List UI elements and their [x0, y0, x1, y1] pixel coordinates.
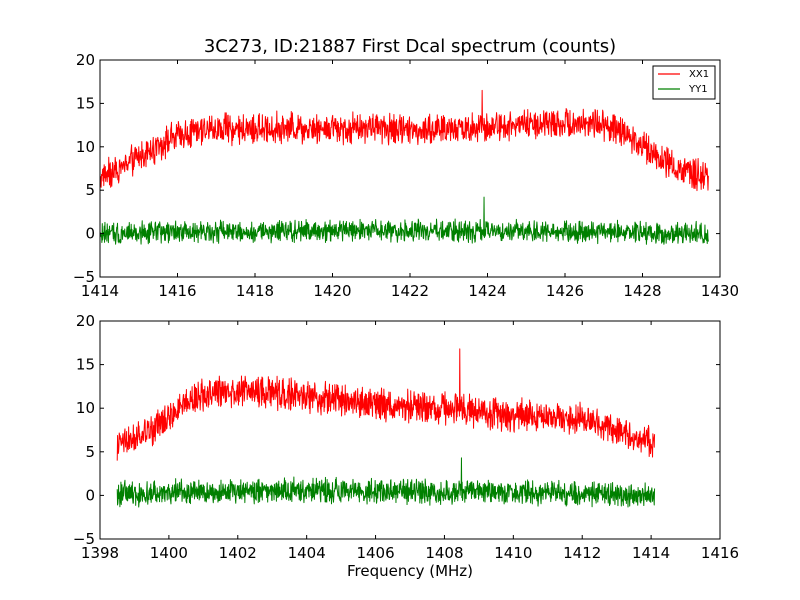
y-tick-label: 10 [76, 399, 95, 417]
x-axis-label: Frequency (MHz) [347, 562, 473, 580]
legend: XX1 YY1 [652, 65, 716, 100]
y-tick-label: 0 [85, 486, 95, 504]
chart-title: 3C273, ID:21887 First Dcal spectrum (cou… [204, 36, 616, 57]
x-tick-label: 1420 [313, 282, 351, 300]
y-tick-label: 5 [85, 181, 95, 199]
x-tick-label: 1422 [391, 282, 429, 300]
x-tick-label: 1402 [219, 544, 257, 562]
x-tick-label: 1414 [632, 544, 670, 562]
x-tick-label: 1404 [288, 544, 326, 562]
x-tick-label: 1406 [356, 544, 394, 562]
y-tick-label: −5 [73, 268, 95, 286]
x-tick-label: 1428 [623, 282, 661, 300]
x-tick-label: 1430 [701, 282, 739, 300]
y-tick-label: 15 [76, 94, 95, 112]
x-tick-label: 1410 [494, 544, 532, 562]
y-tick-label: 15 [76, 356, 95, 374]
spectrum-plot-bottom: 1398 1400 1402 1404 1406 1408 1410 1412 1414 1416… [73, 312, 739, 562]
spectrum-plot-top: 1414 1416 1418 1420 1422 1424 1426 1428 1430 −5 0 5… [73, 51, 739, 300]
y-tick-label: 20 [76, 51, 95, 69]
x-tick-label: 1416 [158, 282, 196, 300]
x-tick-label: 1418 [236, 282, 274, 300]
series-line-yy1-bottom [116, 457, 656, 508]
y-tick-label: 20 [76, 312, 95, 330]
series-line-yy1-top [99, 196, 709, 245]
y-tick-label: −5 [73, 530, 95, 548]
x-tick-label: 1424 [468, 282, 506, 300]
series-line-xx1-top [99, 89, 709, 192]
y-tick-label: 10 [76, 138, 95, 156]
y-tick-label: 0 [85, 225, 95, 243]
y-tick-label: 5 [85, 443, 95, 461]
legend-label-yy1: YY1 [688, 84, 708, 95]
x-tick-label: 1398 [81, 544, 119, 562]
x-tick-label: 1426 [546, 282, 584, 300]
legend-box [652, 65, 716, 100]
x-tick-label: 1414 [81, 282, 119, 300]
plot-frame-bottom [99, 320, 721, 540]
x-tick-label: 1400 [150, 544, 188, 562]
x-tick-label: 1416 [701, 544, 739, 562]
x-tick-label: 1412 [563, 544, 601, 562]
x-tick-label: 1408 [425, 544, 463, 562]
series-line-xx1-bottom [116, 348, 656, 461]
legend-label-xx1: XX1 [689, 69, 709, 80]
